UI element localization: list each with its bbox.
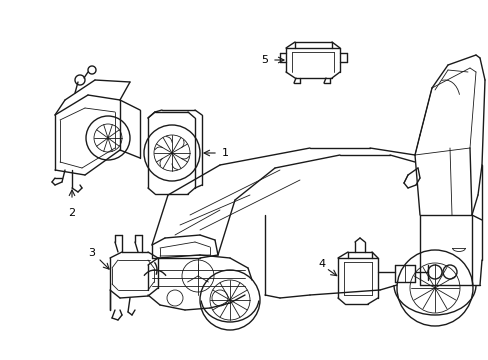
Text: 5: 5: [261, 55, 267, 65]
Text: 3: 3: [88, 248, 95, 258]
Text: 2: 2: [68, 208, 76, 218]
Text: 1: 1: [222, 148, 228, 158]
Text: 4: 4: [318, 259, 325, 269]
